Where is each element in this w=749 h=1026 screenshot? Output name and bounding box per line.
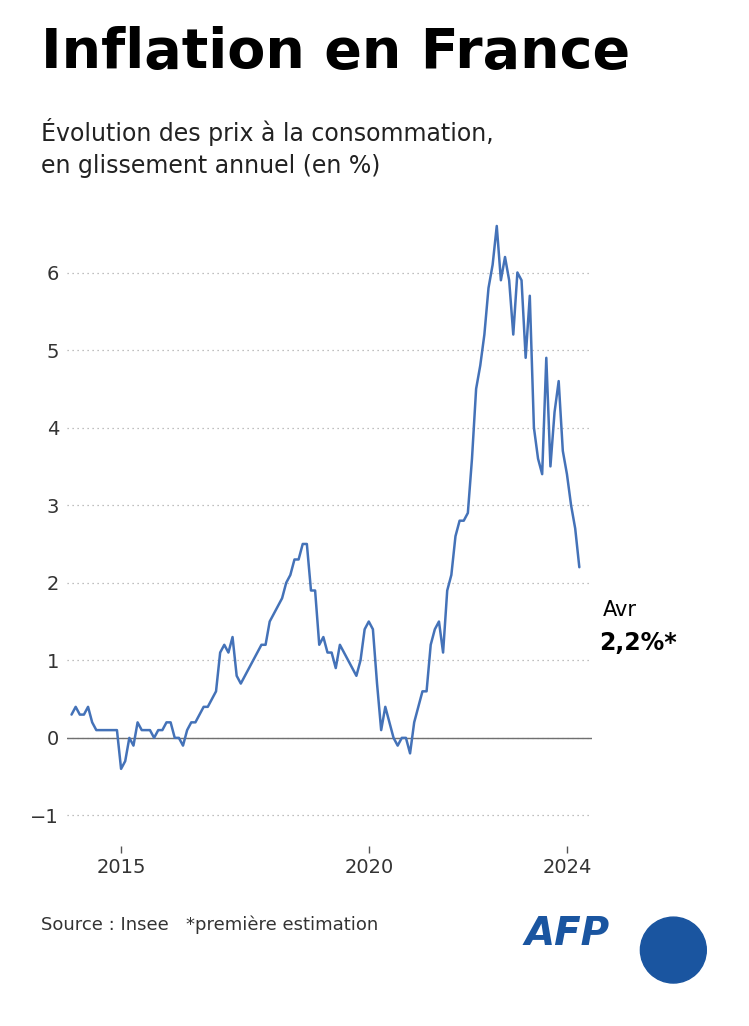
Circle shape xyxy=(640,917,706,983)
Text: Avr: Avr xyxy=(603,600,637,620)
Text: Source : Insee   *première estimation: Source : Insee *première estimation xyxy=(41,915,378,934)
Text: AFP: AFP xyxy=(524,915,610,953)
Text: 2,2%*: 2,2%* xyxy=(599,631,677,655)
Text: Inflation en France: Inflation en France xyxy=(41,26,631,80)
Text: Évolution des prix à la consommation,: Évolution des prix à la consommation, xyxy=(41,118,494,146)
Text: en glissement annuel (en %): en glissement annuel (en %) xyxy=(41,154,380,177)
